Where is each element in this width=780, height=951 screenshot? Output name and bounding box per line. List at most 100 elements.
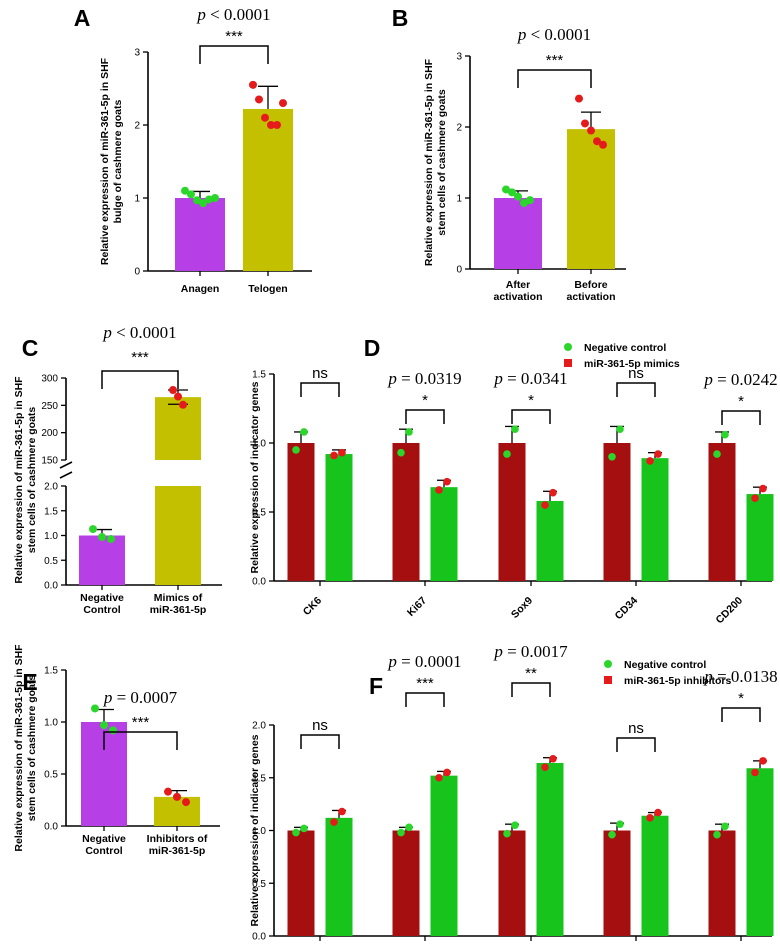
y-tick-label-f: 0.5: [252, 879, 266, 890]
data-point-a: [279, 99, 287, 108]
bar-d-negative-control: [708, 443, 736, 581]
legend-label-d: Negative control: [584, 342, 666, 354]
bar-e-1: [154, 796, 200, 826]
data-point-a: [261, 113, 269, 122]
y-tick-label-e: 0.0: [44, 822, 58, 833]
data-point-f: [397, 828, 405, 837]
panel-label-b: B: [392, 5, 409, 31]
data-point-a: [199, 199, 207, 208]
data-point-a: [181, 186, 189, 195]
significance-bracket-d: [721, 410, 761, 425]
y-axis-label-f: Relative expression of indicator genes: [249, 734, 261, 926]
p-value-f: p = 0.0017: [493, 642, 568, 661]
p-value-f: p = 0.0001: [387, 652, 461, 671]
y-tick-label-f: 1.5: [252, 773, 266, 784]
data-point-d: [435, 486, 443, 494]
data-point-d: [405, 428, 413, 436]
y-tick-label-f: 2.0: [252, 721, 266, 732]
category-label-d: CK6: [301, 595, 324, 618]
data-point-d: [646, 457, 654, 465]
panel-label-a: A: [74, 5, 91, 31]
significance-bracket-d: [300, 382, 340, 397]
data-point-d: [608, 453, 616, 461]
data-point-b: [575, 94, 583, 103]
data-point-e: [100, 721, 108, 730]
legend-label-f: Negative control: [624, 659, 706, 671]
bar-b-1: [567, 129, 615, 269]
data-point-c: [89, 525, 97, 534]
bar-c-1-lower: [155, 486, 201, 585]
bar-d-negative-control: [498, 443, 526, 581]
legend-marker-f: [604, 676, 612, 684]
data-point-d: [549, 488, 557, 497]
significance-bracket-f: [300, 734, 340, 749]
significance-stars-d: *: [422, 392, 428, 409]
significance-stars-b: ***: [546, 52, 564, 69]
y-tick-label-c: 150: [41, 456, 58, 467]
y-axis-label-b: Relative expression of miR-361-5p in SHF…: [423, 58, 448, 266]
y-tick-label-d: 1.0: [252, 439, 266, 450]
significance-bracket-d: [511, 409, 551, 424]
y-axis-label-d: Relative expression of indicator genes: [249, 381, 261, 573]
data-point-b: [587, 126, 595, 135]
data-point-f: [713, 830, 721, 839]
significance-stars-f: ns: [312, 717, 328, 734]
significance-stars-f: *: [738, 690, 744, 707]
data-point-e: [182, 798, 190, 807]
y-tick-label-f: 1.0: [252, 826, 266, 837]
data-point-c: [107, 534, 115, 543]
data-point-d: [300, 428, 308, 436]
bar-f-negative-control: [287, 830, 315, 936]
p-value-f: p = 0.0138: [703, 667, 777, 686]
data-point-f: [616, 820, 624, 828]
y-tick-label-d: 0.5: [252, 508, 266, 519]
y-tick-label-c: 0.5: [44, 556, 58, 567]
bar-f-negative-control: [603, 830, 631, 936]
y-tick-label-c: 2.0: [44, 482, 58, 493]
data-point-a: [267, 121, 275, 129]
category-label-e: Negative Control: [82, 833, 126, 857]
p-value-d: p = 0.0319: [387, 369, 461, 388]
y-tick-label-e: 1.0: [44, 718, 58, 729]
data-point-d: [541, 501, 549, 509]
bar-a-1: [243, 108, 293, 271]
bar-f-mir-361-5p-inhibitors: [641, 815, 669, 936]
y-tick-label-c: 1.5: [44, 506, 58, 517]
data-point-a: [249, 80, 257, 89]
y-tick-label-a: 1: [134, 194, 140, 205]
axis-break-mark-c: [59, 461, 73, 469]
significance-stars-f: ***: [416, 675, 434, 692]
y-tick-label-e: 1.5: [44, 666, 58, 677]
data-point-d: [616, 425, 624, 434]
y-tick-label-c: 200: [41, 428, 58, 439]
p-value-a: p < 0.0001: [196, 5, 270, 24]
bar-d-mir-361-5p-mimics: [746, 494, 774, 581]
bar-f-negative-control: [392, 830, 420, 936]
y-tick-label-a: 3: [134, 48, 140, 59]
y-axis-label-a: Relative expression of miR-361-5p in SHF…: [99, 57, 124, 265]
data-point-f: [759, 757, 767, 765]
data-point-f: [435, 773, 443, 782]
y-tick-label-b: 1: [456, 194, 462, 205]
category-label-c: Negative Control: [80, 592, 124, 616]
p-value-c: p < 0.0001: [102, 323, 176, 342]
data-point-f: [443, 768, 451, 777]
data-point-c: [98, 532, 106, 541]
bar-d-negative-control: [603, 443, 631, 581]
data-point-f: [721, 822, 729, 831]
legend-label-d: miR-361-5p mimics: [584, 358, 680, 370]
bar-d-mir-361-5p-mimics: [325, 454, 353, 581]
data-point-c: [174, 392, 182, 401]
category-label-b: After activation: [493, 279, 542, 303]
bar-f-negative-control: [498, 830, 526, 936]
y-tick-label-a: 2: [134, 121, 140, 132]
data-point-d: [338, 448, 346, 457]
bar-d-negative-control: [287, 443, 315, 581]
panel-label-d: D: [364, 335, 381, 361]
data-point-f: [541, 763, 549, 771]
data-point-c: [179, 400, 187, 409]
significance-bracket-d: [616, 382, 656, 397]
data-point-a: [193, 196, 201, 205]
significance-bracket-a: [199, 45, 269, 64]
